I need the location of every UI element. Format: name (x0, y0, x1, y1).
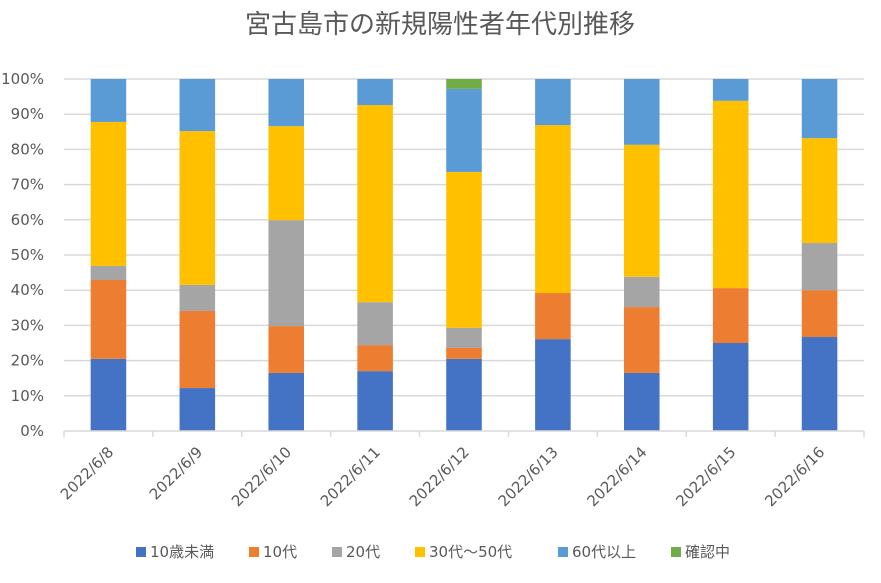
bar-segment (268, 126, 304, 221)
bar-segment (90, 265, 127, 280)
x-tick-label: 2022/6/15 (672, 443, 739, 510)
bar-segment (357, 105, 393, 303)
bar-segment (624, 276, 660, 308)
bar-segment (712, 343, 749, 431)
y-tick-label: 60% (11, 211, 44, 229)
bar-segment (801, 290, 838, 338)
bar-segment (90, 121, 127, 266)
bar-segment (712, 288, 749, 343)
bar-segment (624, 307, 660, 373)
bar-segment (801, 79, 838, 139)
y-tick-label: 100% (1, 70, 44, 88)
bar-segment (268, 326, 304, 373)
bar-segment (535, 339, 571, 431)
x-tick-label: 2022/6/8 (57, 443, 117, 503)
legend-label: 確認中 (685, 543, 730, 561)
bar-segment (624, 372, 660, 431)
legend-label: 30代～50代 (429, 543, 512, 561)
bar-segment (179, 388, 216, 431)
legend: 10歳未満 10代 20代 30代～50代 60代以上 確認中 (136, 543, 730, 561)
bar-segment (179, 310, 216, 389)
bar-segment (268, 220, 304, 327)
bar-segment (624, 79, 660, 145)
bar-segment (179, 131, 216, 285)
bar-segment (446, 327, 482, 348)
bar-segment (268, 372, 304, 431)
y-tick-label: 80% (11, 140, 44, 158)
bar-segment (624, 144, 660, 277)
bar-segment (712, 100, 749, 289)
y-tick-label: 90% (11, 105, 44, 123)
bar-segment (446, 358, 482, 431)
legend-label: 10歳未満 (150, 543, 214, 561)
legend-swatch (136, 547, 146, 557)
bars (90, 79, 838, 431)
bar-segment (801, 243, 838, 291)
legend-swatch (332, 547, 342, 557)
legend-swatch (558, 547, 568, 557)
legend-swatch (671, 547, 681, 557)
bar-segment (535, 79, 571, 126)
bar-segment (446, 79, 482, 89)
x-tick-label: 2022/6/11 (317, 443, 384, 510)
bar-segment (446, 171, 482, 328)
x-tick-label: 2022/6/10 (228, 443, 295, 510)
x-tick-label: 2022/6/9 (146, 443, 206, 503)
bar-segment (801, 337, 838, 431)
bar-segment (357, 79, 393, 106)
y-tick-label: 0% (20, 422, 44, 440)
y-tick-label: 20% (11, 352, 44, 370)
bar-segment (179, 284, 216, 311)
x-tick-label: 2022/6/14 (583, 443, 650, 510)
legend-label: 10代 (263, 543, 297, 561)
bar-segment (90, 279, 127, 359)
bar-segment (90, 79, 127, 122)
bar-segment (179, 79, 216, 132)
y-tick-label: 10% (11, 387, 44, 405)
x-tick-label: 2022/6/13 (495, 443, 562, 510)
y-tick-label: 30% (11, 316, 44, 334)
legend-swatch (415, 547, 425, 557)
bar-segment (446, 347, 482, 359)
y-tick-label: 70% (11, 176, 44, 194)
bar-segment (357, 302, 393, 346)
chart-title: 宮古島市の新規陽性者年代別推移 (245, 10, 635, 40)
bar-segment (90, 358, 127, 431)
bar-segment (268, 79, 304, 127)
y-tick-label: 50% (11, 246, 44, 264)
bar-segment (801, 138, 838, 244)
bar-segment (535, 293, 571, 340)
legend-swatch (249, 547, 259, 557)
bar-segment (357, 371, 393, 431)
legend-label: 60代以上 (572, 543, 636, 561)
bar-segment (357, 345, 393, 372)
y-tick-label: 40% (11, 281, 44, 299)
x-tick-label: 2022/6/16 (761, 443, 828, 510)
bar-segment (535, 125, 571, 294)
bar-segment (446, 88, 482, 172)
legend-label: 20代 (346, 543, 380, 561)
x-tick-label: 2022/6/12 (406, 443, 473, 510)
bar-segment (712, 79, 749, 101)
